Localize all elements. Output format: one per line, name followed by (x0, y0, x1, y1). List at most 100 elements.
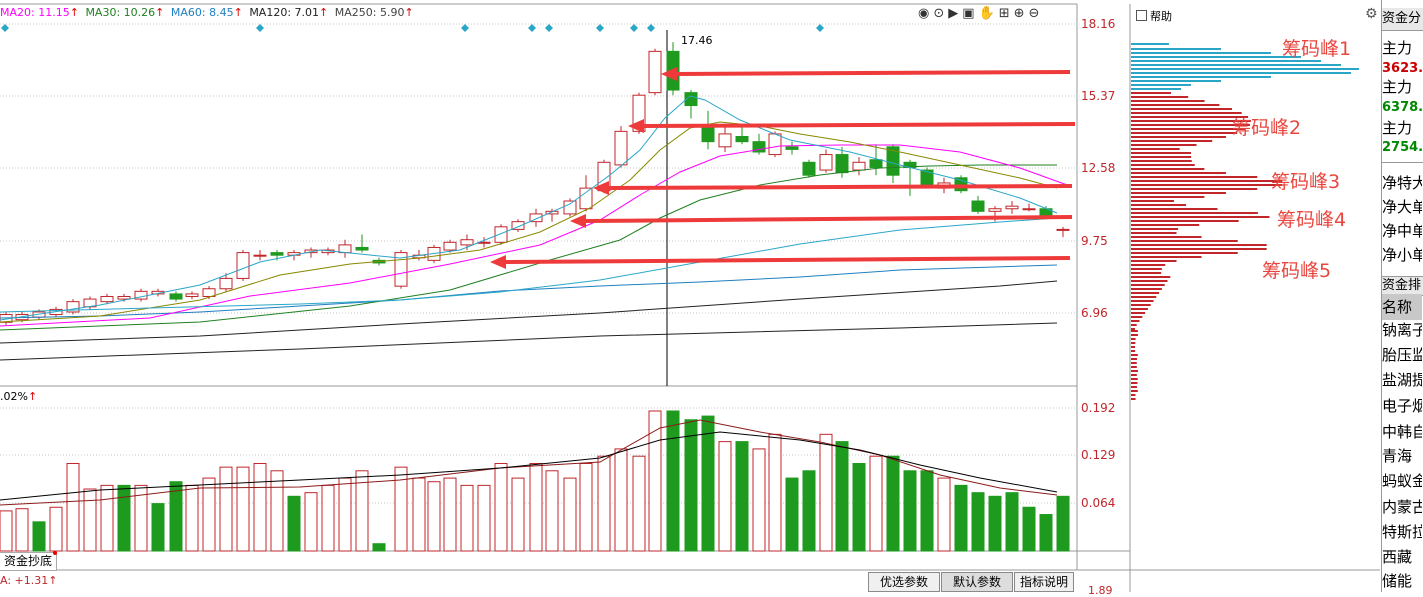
main-force-value: 2754. (1382, 135, 1422, 161)
candle-up (615, 131, 627, 165)
volume-bar-up (820, 434, 832, 551)
chip-bar (1131, 312, 1145, 314)
tab-dot-icon (53, 551, 57, 555)
volume-bar-up (938, 478, 950, 551)
stock-list-item[interactable]: 中韩自 (1382, 419, 1422, 445)
settings-gear-icon[interactable]: ⚙ (1365, 6, 1378, 22)
zoom-out-icon[interactable]: ⊖ (1029, 6, 1044, 21)
lock-icon[interactable]: ▣ (962, 6, 978, 21)
stock-list-item[interactable]: 胎压监 (1382, 342, 1422, 368)
candle-down (271, 253, 283, 256)
chip-bar (1131, 192, 1226, 194)
candle-up (1023, 209, 1035, 210)
chip-bar (1131, 216, 1269, 218)
stock-list-item[interactable]: 西藏 (1382, 544, 1422, 570)
ma30-readout: MA30: 10.26 (85, 6, 155, 19)
price-tick: 6.96 (1081, 306, 1108, 320)
price-tick: 9.75 (1081, 234, 1108, 248)
up-arrow-icon: ↑ (70, 6, 79, 19)
stock-list-item[interactable]: 盐湖提 (1382, 367, 1422, 393)
volume-bar-down (170, 482, 182, 551)
chip-bar (1131, 48, 1221, 50)
indicator-help-button[interactable]: 指标说明 (1014, 572, 1074, 592)
volume-bar-up (615, 449, 627, 551)
stock-list-item[interactable]: 钠离子 (1382, 317, 1422, 343)
event-marker (256, 24, 264, 32)
preferred-params-button[interactable]: 优选参数 (868, 572, 940, 592)
volume-bar-down (972, 493, 984, 551)
chip-bar (1131, 342, 1135, 344)
chip-bar (1131, 212, 1258, 214)
stock-list-item[interactable]: 储能 (1382, 568, 1422, 592)
volume-bar-down (836, 442, 848, 551)
volume-bar-up (530, 464, 542, 552)
chip-bar (1131, 350, 1135, 352)
volume-bar-down (989, 496, 1001, 551)
stock-list-item[interactable]: 青海 (1382, 443, 1422, 469)
candle-up (580, 188, 592, 209)
net-row: 净大单 (1382, 194, 1422, 220)
candle-up (1006, 206, 1018, 209)
volume-bar-up (649, 411, 661, 551)
tab-label: 资金抄底 (4, 554, 52, 568)
candle-up (203, 289, 215, 297)
stock-list-item[interactable]: 特斯拉 (1382, 519, 1422, 545)
candle-up (769, 134, 781, 155)
volume-bar-up (598, 456, 610, 551)
tab-zijin-chaodi[interactable]: 资金抄底 (0, 552, 57, 571)
chip-bar (1131, 220, 1239, 222)
chip-bar (1131, 88, 1181, 90)
candle-up (461, 240, 473, 245)
chip-bar (1131, 264, 1165, 266)
stock-list-item[interactable]: 电子烟 (1382, 393, 1422, 419)
help-header[interactable]: 帮助 (1136, 8, 1172, 24)
ma60-line (0, 218, 1057, 312)
candle-up (339, 245, 351, 253)
chip-bar (1131, 72, 1351, 74)
volume-bar-down (685, 420, 697, 551)
candle-down (702, 126, 714, 141)
chip-bar (1131, 386, 1137, 388)
fit-icon[interactable]: ⊞ (999, 6, 1014, 21)
candle-down (356, 247, 368, 250)
chip-bar (1131, 288, 1162, 290)
chip-bar (1131, 200, 1174, 202)
zoom-icon[interactable]: ⊙ (933, 6, 948, 21)
candle-up (989, 209, 1001, 212)
chip-bar (1131, 136, 1226, 138)
candle-up (237, 253, 249, 279)
volume-tick: 0.064 (1081, 496, 1115, 510)
chip-bar (1131, 284, 1165, 286)
chip-bar (1131, 224, 1199, 226)
chip-bar (1131, 334, 1138, 336)
default-params-button[interactable]: 默认参数 (941, 572, 1013, 592)
ma-short-line (0, 96, 1057, 320)
chip-bar (1131, 156, 1191, 158)
red-annotation-arrow (584, 217, 1072, 221)
net-row: 净特大 (1382, 170, 1422, 196)
chip-bar (1131, 116, 1248, 118)
chip-bar (1131, 180, 1282, 182)
chip-bar (1131, 316, 1142, 318)
candle-up (220, 278, 232, 288)
chip-bar (1131, 382, 1137, 384)
eye-icon[interactable]: ◉ (918, 6, 933, 21)
candle-up (1057, 229, 1069, 230)
ma120-line (0, 281, 1057, 343)
chip-bar (1131, 248, 1267, 250)
candle-up (186, 294, 198, 297)
chip-bar (1131, 280, 1168, 282)
zoom-in-icon[interactable]: ⊕ (1014, 6, 1029, 21)
stock-list-item[interactable]: 蚂蚁金 (1382, 468, 1422, 494)
volume-bar-up (16, 509, 28, 551)
play-icon[interactable]: ▶ (948, 6, 962, 21)
fund-ranking-header: 资金排 (1382, 276, 1423, 296)
volume-bar-up (428, 482, 440, 551)
candle-down (836, 155, 848, 173)
stock-list-item[interactable]: 内蒙古 (1382, 494, 1422, 520)
candle-down (170, 294, 182, 299)
volume-bar-up (413, 478, 425, 551)
hand-icon[interactable]: ✋ (979, 6, 999, 21)
volume-bar-up (84, 489, 96, 551)
